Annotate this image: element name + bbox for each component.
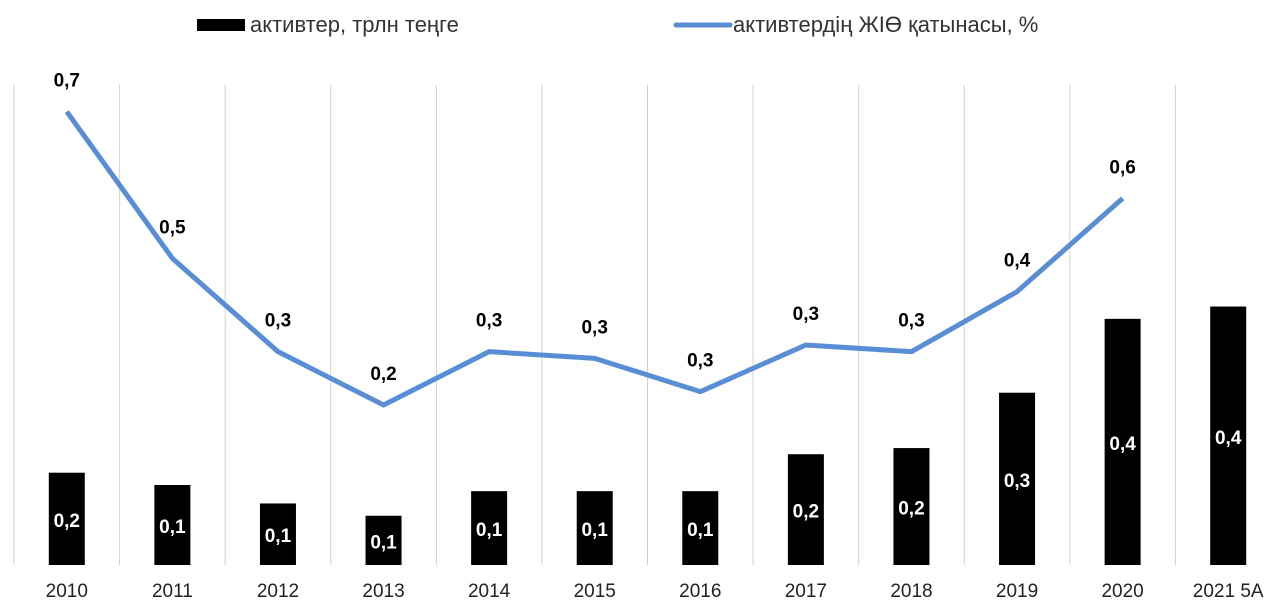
line-value-label: 0,3 (265, 311, 291, 332)
x-tick-label: 2012 (257, 581, 299, 602)
bar-value-label: 0,2 (793, 502, 819, 523)
bar-value-label: 0,1 (265, 526, 292, 547)
bar-value-label: 0,1 (370, 532, 397, 553)
line-value-label: 0,3 (581, 317, 607, 338)
x-tick-label: 2016 (679, 581, 721, 602)
bar-value-label: 0,1 (159, 517, 186, 538)
bar (682, 491, 719, 565)
line-value-label: 0,5 (159, 217, 186, 238)
bar (999, 392, 1036, 565)
x-tick-label: 2020 (1101, 581, 1143, 602)
x-tick-label: 2018 (890, 581, 932, 602)
bar-value-label: 0,1 (581, 520, 608, 541)
bar-value-label: 0,4 (1215, 428, 1242, 449)
line (64, 110, 1125, 408)
x-tick-label: 2011 (152, 581, 193, 602)
bar (365, 515, 402, 565)
line-value-label: 0,4 (1004, 251, 1031, 272)
bar (893, 448, 930, 565)
x-tick-label: 2013 (362, 581, 404, 602)
bar (787, 454, 824, 565)
line-value-label: 0,3 (687, 351, 713, 372)
line-value-label: 0,7 (54, 71, 80, 92)
line-value-label: 0,3 (898, 311, 924, 332)
bar-value-label: 0,4 (1109, 434, 1136, 455)
bar-value-label: 0,1 (476, 520, 503, 541)
x-tick-label: 2015 (574, 581, 616, 602)
line-value-label: 0,6 (1109, 157, 1135, 178)
x-tick-label: 2019 (996, 581, 1038, 602)
bar-value-label: 0,2 (54, 511, 80, 532)
bar-value-label: 0,3 (1004, 471, 1030, 492)
bar (576, 491, 613, 565)
bar (1210, 306, 1247, 565)
x-tick-label: 2017 (785, 581, 827, 602)
bar (1104, 318, 1141, 565)
bar (259, 503, 296, 565)
separators (13, 85, 1176, 565)
x-tick-label: 2021 5А (1193, 581, 1264, 602)
legend-label: активтер, трлн теңге (250, 12, 459, 37)
bar (154, 485, 191, 565)
bar-value-label: 0,1 (687, 520, 714, 541)
legend-label: активтердің ЖІӨ қатынасы, % (733, 12, 1038, 37)
legend-swatch (197, 19, 245, 31)
x-tick-label: 2014 (468, 581, 511, 602)
bar (48, 472, 85, 565)
line-value-label: 0,3 (793, 304, 819, 325)
bar (471, 491, 508, 565)
line-value-label: 0,2 (370, 364, 396, 385)
line-value-label: 0,3 (476, 311, 502, 332)
x-tick-label: 2010 (46, 581, 88, 602)
bar-value-label: 0,2 (898, 499, 924, 520)
